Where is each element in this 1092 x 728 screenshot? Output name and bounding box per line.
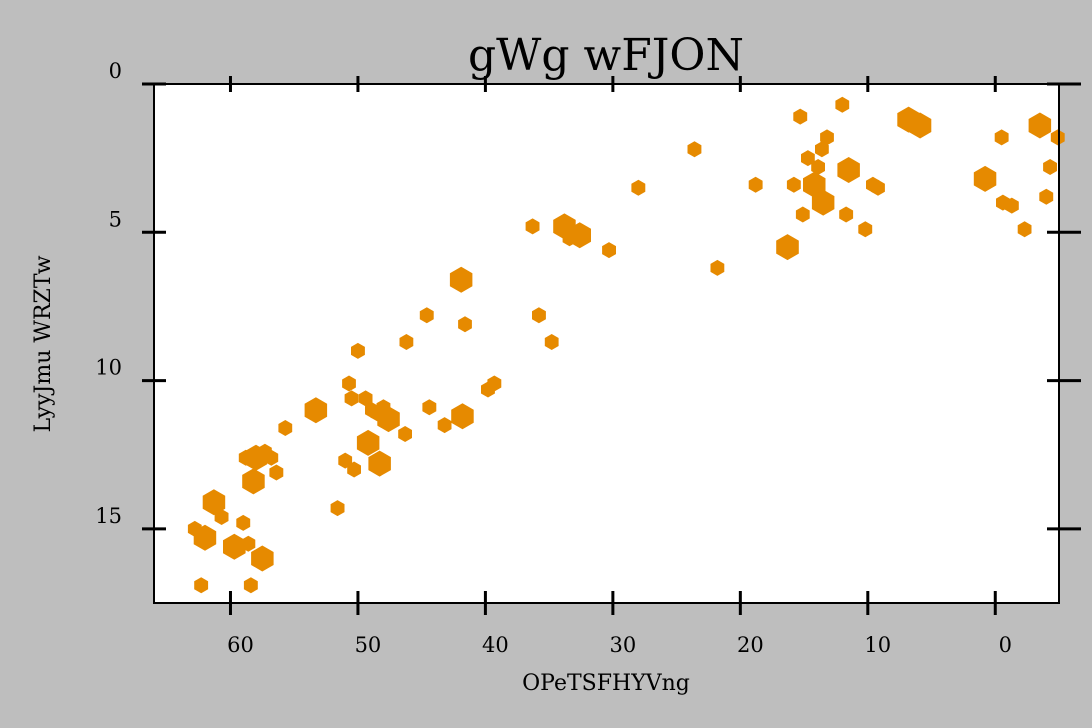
- data-point-16: [278, 420, 293, 436]
- data-point-23: [351, 342, 365, 359]
- data-point-49: [687, 141, 702, 158]
- data-point-8: [243, 577, 258, 594]
- y-tick-label-5: 5: [109, 207, 122, 231]
- data-point-60: [815, 141, 829, 158]
- data-point-6: [236, 514, 251, 531]
- axis-ticks: 60 50 40 30 20 10 0 0 5 10 15: [95, 59, 1081, 657]
- data-point-40: [487, 375, 502, 392]
- data-point-73: [1004, 197, 1019, 214]
- data-point-70: [973, 165, 997, 192]
- data-point-53: [786, 176, 801, 193]
- data-point-74: [1017, 221, 1032, 238]
- data-point-76: [1039, 188, 1054, 205]
- data-point-25: [356, 429, 380, 456]
- data-point-50: [710, 259, 725, 276]
- data-point-34: [422, 399, 437, 416]
- data-point-1: [193, 524, 217, 551]
- y-tick-label-15: 15: [95, 504, 122, 528]
- data-points: [187, 96, 1065, 594]
- data-point-67: [871, 179, 885, 196]
- data-point-18: [330, 500, 345, 517]
- data-point-37: [458, 316, 472, 333]
- data-point-46: [568, 222, 591, 249]
- data-point-24: [358, 390, 373, 407]
- y-tick-label-10: 10: [95, 356, 122, 380]
- data-point-64: [837, 157, 860, 183]
- data-point-51: [748, 176, 763, 193]
- x-tick-label-10: 10: [864, 633, 891, 657]
- data-point-59: [811, 189, 835, 216]
- data-point-57: [803, 171, 826, 198]
- data-point-28: [368, 450, 391, 477]
- plot-area: [154, 84, 1059, 603]
- data-point-20: [342, 375, 356, 392]
- data-point-32: [399, 334, 414, 350]
- x-axis-title: OPeTSFHYVng: [522, 671, 690, 696]
- data-point-77: [1043, 159, 1057, 175]
- data-point-19: [338, 452, 353, 469]
- plot-frame: [153, 83, 1060, 604]
- data-point-62: [835, 96, 850, 113]
- x-tick-label-40: 40: [482, 633, 509, 657]
- x-tick-label-20: 20: [737, 633, 764, 657]
- data-point-63: [839, 206, 854, 223]
- data-point-2: [202, 489, 226, 516]
- data-point-21: [344, 390, 359, 407]
- data-point-38: [449, 266, 473, 293]
- data-point-35: [437, 417, 452, 434]
- data-point-9: [251, 545, 274, 572]
- data-point-48: [631, 179, 646, 196]
- data-point-65: [858, 221, 873, 238]
- x-tick-label-30: 30: [610, 633, 637, 657]
- y-tick-label-0: 0: [109, 59, 122, 83]
- x-tick-label-60: 60: [227, 633, 254, 657]
- y-axis-title: LyyJmu WRZTw: [31, 255, 56, 432]
- data-point-69: [908, 112, 932, 139]
- data-point-78: [1050, 129, 1065, 146]
- data-point-75: [1028, 112, 1052, 139]
- data-point-4: [194, 577, 209, 594]
- x-tick-label-50: 50: [355, 633, 382, 657]
- data-point-56: [801, 150, 815, 167]
- data-point-15: [269, 464, 284, 481]
- x-tick-label-0: 0: [999, 633, 1012, 657]
- data-point-55: [795, 206, 810, 223]
- data-point-58: [811, 159, 825, 175]
- data-point-17: [304, 397, 328, 424]
- data-point-11: [242, 468, 265, 495]
- data-point-41: [525, 218, 540, 235]
- data-point-52: [776, 234, 799, 261]
- data-point-7: [241, 535, 256, 552]
- data-point-33: [419, 307, 434, 324]
- data-point-42: [532, 307, 546, 324]
- data-point-5: [223, 533, 246, 560]
- data-point-61: [820, 129, 834, 146]
- data-point-14: [264, 449, 279, 466]
- data-point-43: [544, 334, 559, 350]
- data-point-54: [793, 108, 808, 125]
- data-point-30: [377, 406, 400, 433]
- data-point-36: [451, 403, 474, 430]
- chart-title: gWg wFJON: [468, 30, 744, 81]
- data-point-3: [214, 509, 229, 525]
- data-point-71: [994, 129, 1009, 146]
- data-point-47: [602, 242, 616, 259]
- data-point-31: [398, 426, 412, 442]
- data-point-22: [347, 461, 361, 478]
